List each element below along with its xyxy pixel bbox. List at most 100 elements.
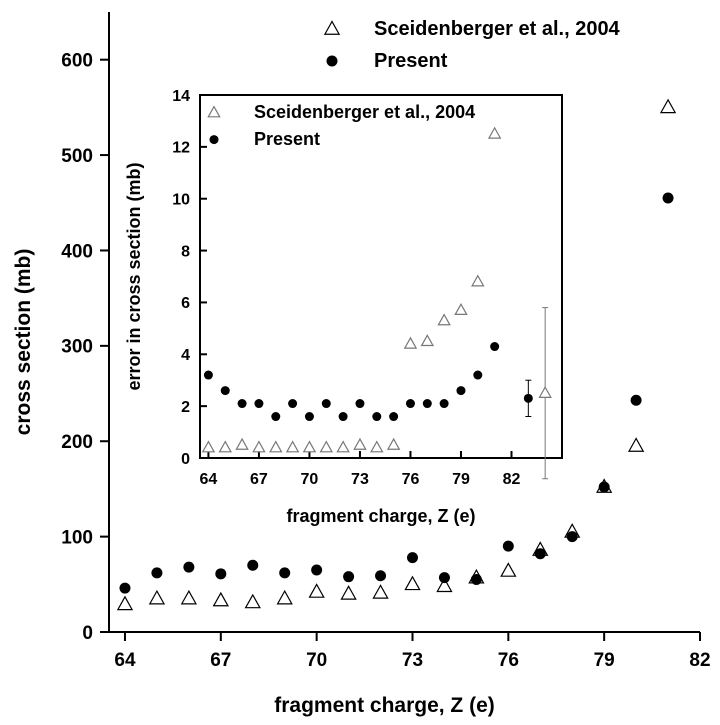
main-x-tick-label: 73 — [402, 650, 423, 671]
data-point — [116, 595, 134, 611]
data-point — [276, 589, 293, 605]
main-chart: 64 67 70 73 76 79 820100200300400500600fragmen… — [12, 12, 711, 717]
data-point — [438, 572, 450, 584]
data-point — [490, 342, 500, 352]
data-point — [405, 399, 415, 409]
data-point — [203, 370, 213, 380]
main-y-tick-label: 400 — [61, 241, 93, 262]
main-y-axis-title: cross section (mb) — [12, 249, 35, 436]
main-y-tick-label: 600 — [61, 51, 93, 72]
inset-y-tick-label: 6 — [181, 295, 190, 312]
data-point — [215, 568, 227, 580]
data-point — [389, 412, 399, 422]
data-point — [403, 336, 418, 349]
data-point — [456, 386, 466, 396]
data-point — [338, 412, 348, 422]
inset-y-tick-label: 0 — [181, 451, 190, 468]
data-point — [311, 564, 323, 576]
data-point — [201, 440, 216, 453]
data-point — [471, 274, 485, 287]
inset-y-tick-label: 2 — [181, 399, 190, 416]
main-legend-marker-1 — [326, 55, 338, 67]
data-point — [473, 370, 483, 380]
data-point — [244, 593, 261, 609]
main-y-tick-label: 300 — [61, 337, 93, 358]
main-x-tick-label: 79 — [594, 650, 615, 671]
main-x-tick-label: 70 — [306, 650, 327, 671]
inset-y-tick-label: 12 — [172, 140, 190, 157]
main-y-tick-label: 100 — [61, 527, 93, 548]
data-point — [523, 393, 533, 403]
data-point — [420, 334, 435, 347]
inset-x-tick-label: 76 — [402, 471, 420, 488]
inset-series-1 — [203, 342, 533, 422]
inset-x-tick-label: 73 — [351, 471, 369, 488]
data-point — [487, 126, 502, 139]
data-point — [404, 575, 421, 591]
data-point — [302, 440, 317, 453]
main-x-axis-title: fragment charge, Z (e) — [274, 694, 495, 717]
main-y-tick-label: 0 — [82, 623, 93, 644]
main-y-tick-label: 500 — [61, 146, 93, 167]
data-point — [470, 574, 482, 586]
main-x-tick-label: 76 — [498, 650, 519, 671]
main-series-0 — [116, 98, 677, 611]
inset-x-tick-label: 79 — [452, 471, 470, 488]
inset-y-tick-label: 10 — [172, 191, 190, 208]
inset-x-tick-label: 82 — [503, 471, 521, 488]
data-point — [372, 412, 382, 422]
inset-y-tick-label: 14 — [172, 88, 190, 105]
inset-frame — [199, 94, 563, 459]
data-point — [422, 399, 432, 409]
data-point — [279, 567, 291, 579]
data-point — [502, 540, 514, 552]
data-point — [340, 585, 357, 600]
data-point — [370, 440, 384, 453]
main-x-tick-label: 67 — [210, 650, 231, 671]
data-point — [148, 589, 166, 605]
data-point — [353, 437, 367, 450]
inset-legend-marker-0 — [207, 105, 221, 118]
data-point — [183, 561, 195, 573]
data-point — [237, 399, 247, 409]
main-legend-label-0: Sceidenberger et al., 2004 — [374, 18, 621, 40]
data-point — [321, 399, 331, 409]
main-legend-label-1: Present — [374, 50, 448, 72]
inset-legend-marker-1 — [209, 135, 219, 145]
inset-x-tick-label: 64 — [200, 471, 218, 488]
data-point — [598, 481, 610, 493]
data-point — [319, 440, 334, 453]
inset-legend-label-0: Sceidenberger et al., 2004 — [254, 102, 475, 122]
data-point — [269, 440, 283, 453]
main-x-tick-label: 64 — [114, 650, 136, 671]
data-point — [436, 577, 453, 593]
data-point — [659, 98, 677, 114]
data-point — [247, 559, 259, 571]
data-point — [627, 437, 645, 452]
main-x-tick-label: 82 — [689, 650, 710, 671]
data-point — [454, 302, 468, 316]
data-point — [355, 399, 365, 409]
data-point — [220, 386, 230, 396]
main-y-tick-label: 200 — [61, 432, 93, 453]
data-point — [372, 584, 389, 599]
data-point — [630, 394, 642, 406]
data-point — [119, 582, 131, 594]
inset-x-tick-label: 70 — [301, 471, 319, 488]
data-point — [252, 440, 266, 453]
data-point — [235, 437, 249, 450]
data-point — [386, 437, 401, 450]
data-point — [534, 548, 546, 560]
inset-y-tick-label: 8 — [181, 243, 190, 260]
data-point — [662, 192, 674, 204]
inset-chart: 64 67 70 73 76 79 82 0 2 4 6 8 10 12 14 fragment charge… — [124, 88, 563, 526]
data-point — [336, 440, 350, 453]
data-point — [212, 591, 229, 607]
inset-x-tick-label: 67 — [250, 471, 268, 488]
data-point — [375, 570, 387, 582]
data-point — [406, 552, 418, 564]
data-point — [254, 399, 264, 409]
data-point — [151, 567, 163, 579]
data-point — [308, 583, 325, 598]
